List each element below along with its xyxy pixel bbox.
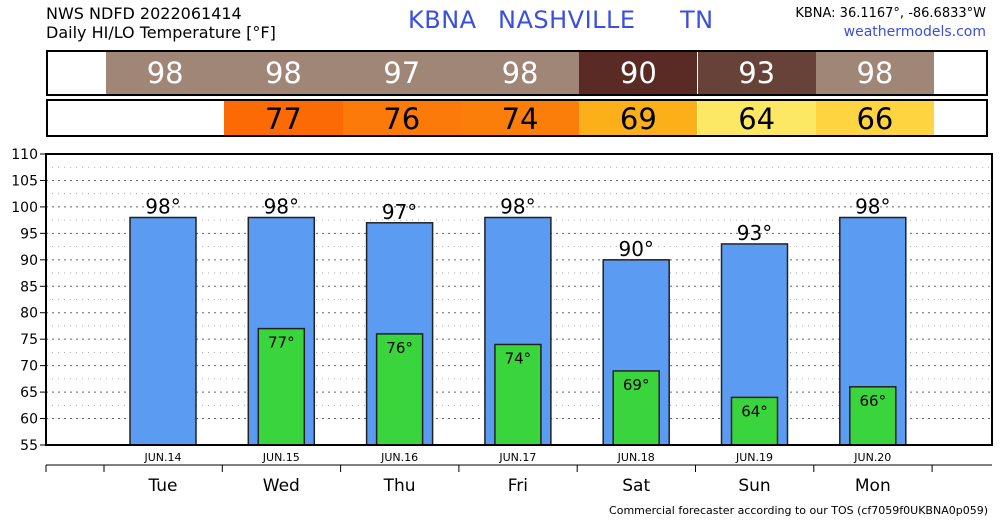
hi-bar-label: 98° — [500, 194, 535, 218]
lo-bar — [375, 333, 424, 446]
lo-strip-cell: 76 — [342, 101, 461, 135]
station-id: KBNA — [408, 6, 477, 34]
lo-temp-strip: 77 76 74 69 64 66 — [46, 99, 988, 137]
lo-bar-label: 64° — [741, 402, 768, 420]
y-tick-label: 90 — [20, 253, 38, 269]
x-date-label: JUN.20 — [853, 451, 891, 464]
x-day-label: Sun — [738, 476, 770, 496]
x-date-label: JUN.19 — [735, 451, 773, 464]
hi-strip-cell: 97 — [342, 52, 461, 94]
x-day-label: Fri — [508, 476, 528, 496]
lo-bar — [849, 386, 897, 446]
header-right: KBNA: 36.1167°, -86.6833°W weathermodels… — [795, 4, 986, 42]
y-tick-label: 105 — [11, 173, 38, 189]
y-tick-label: 70 — [20, 359, 38, 375]
x-date-label: JUN.17 — [498, 451, 536, 464]
y-tick-label: 110 — [11, 147, 38, 163]
hi-bar-label: 98° — [145, 194, 180, 218]
y-tick-label: 85 — [20, 279, 38, 295]
lo-strip-cell: 66 — [815, 101, 935, 135]
product-subtitle: Daily HI/LO Temperature [°F] — [46, 23, 276, 42]
x-day-label: Mon — [855, 476, 891, 496]
lo-strip-cell: 74 — [460, 101, 580, 135]
lo-bar-label: 76° — [386, 339, 413, 357]
hi-strip-cell: 90 — [579, 52, 698, 94]
hi-bar-label: 90° — [618, 237, 653, 261]
hi-bar-label: 98° — [264, 194, 299, 218]
lo-bar-label: 69° — [623, 376, 650, 394]
y-tick-label: 80 — [20, 306, 38, 322]
lo-bar-label: 66° — [860, 392, 887, 410]
lo-bar-label: 77° — [268, 334, 295, 352]
x-date-label: JUN.14 — [143, 451, 181, 464]
plot-frame — [45, 153, 993, 446]
hi-bar-label: 93° — [737, 221, 772, 245]
station-coords: KBNA: 36.1167°, -86.6833°W — [795, 6, 986, 21]
station-state: TN — [680, 6, 714, 34]
x-day-label: Sat — [622, 476, 650, 496]
hi-bar — [129, 216, 197, 446]
hi-bar-label: 97° — [382, 200, 417, 224]
hi-strip-cell: 98 — [106, 52, 225, 94]
hi-strip-cell: 98 — [224, 52, 343, 94]
product-title: NWS NDFD 2022061414 — [46, 4, 242, 23]
hi-strip-cell: 98 — [815, 52, 935, 94]
lo-strip-cell: 64 — [697, 101, 816, 135]
footer-note: Commercial forecaster according to our T… — [609, 504, 988, 517]
y-tick-label: 100 — [11, 200, 38, 216]
site-link[interactable]: weathermodels.com — [843, 24, 986, 40]
x-day-label: Thu — [383, 476, 416, 496]
station-city: NASHVILLE — [498, 6, 636, 34]
x-day-label: Tue — [147, 476, 177, 496]
hi-strip-cell: 98 — [460, 52, 580, 94]
hi-bar-label: 98° — [855, 194, 890, 218]
y-tick-label: 65 — [20, 385, 38, 401]
lo-strip-cell: 77 — [224, 101, 343, 135]
lo-bar-label: 74° — [505, 349, 532, 367]
y-tick-label: 60 — [20, 412, 38, 428]
hi-strip-cell: 93 — [697, 52, 816, 94]
lo-bar — [494, 343, 542, 446]
x-date-label: JUN.15 — [262, 451, 300, 464]
hi-temp-strip: 98 98 97 98 90 93 98 — [46, 50, 988, 96]
lo-strip-cell: 69 — [579, 101, 698, 135]
x-date-label: JUN.18 — [617, 451, 655, 464]
x-day-label: Wed — [263, 476, 300, 496]
y-tick-label: 95 — [20, 226, 38, 242]
header-left: NWS NDFD 2022061414 Daily HI/LO Temperat… — [46, 4, 276, 42]
y-tick-label: 55 — [20, 438, 38, 454]
y-tick-label: 75 — [20, 332, 38, 348]
x-date-label: JUN.16 — [380, 451, 418, 464]
